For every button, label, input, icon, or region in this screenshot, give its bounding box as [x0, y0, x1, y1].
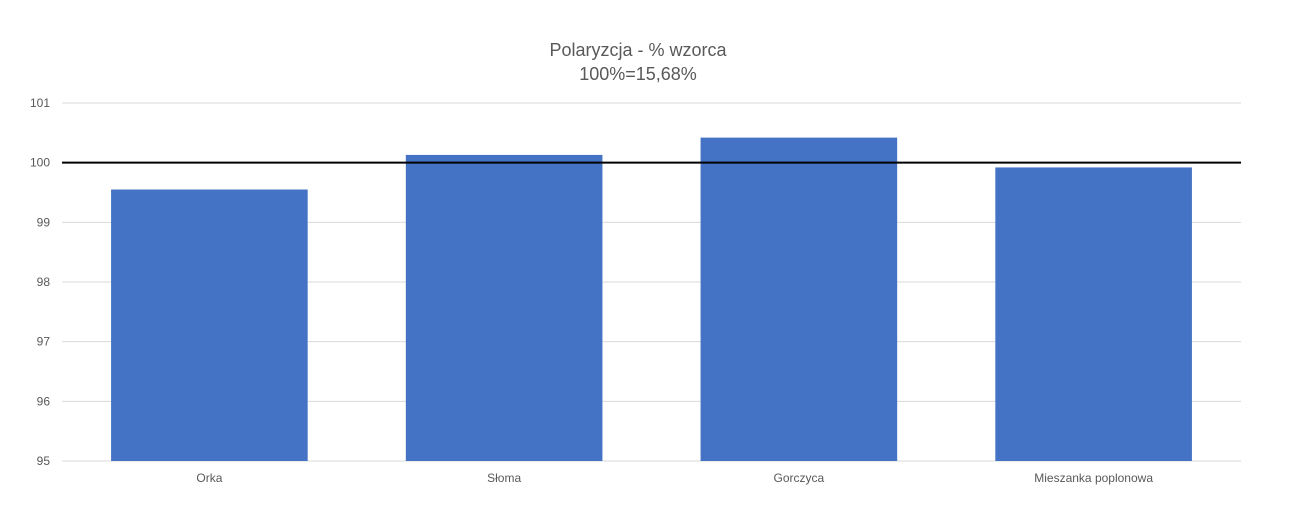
- y-tick-label: 97: [37, 335, 51, 349]
- bar: [405, 154, 603, 461]
- bar: [111, 189, 308, 461]
- chart-subtitle: 100%=15,68%: [579, 64, 697, 84]
- y-tick-label: 96: [37, 394, 51, 408]
- y-tick-label: 100: [30, 156, 50, 170]
- y-axis-ticks: 95 96 97 98 99 100 101: [30, 96, 50, 468]
- y-tick-label: 99: [37, 215, 51, 229]
- y-tick-label: 95: [37, 454, 51, 468]
- x-tick-label: Orka: [196, 471, 222, 485]
- bars: [111, 137, 1192, 461]
- x-tick-label: Gorczyca: [774, 471, 825, 485]
- x-tick-label: Mieszanka poplonowa: [1034, 471, 1153, 485]
- x-axis-ticks: Orka Słoma Gorczyca Mieszanka poplonowa: [196, 471, 1153, 485]
- chart-title: Polaryzcja - % wzorca: [549, 40, 727, 60]
- bar: [700, 137, 898, 461]
- y-tick-label: 101: [30, 96, 50, 110]
- bar: [995, 167, 1192, 461]
- y-tick-label: 98: [37, 275, 51, 289]
- x-tick-label: Słoma: [487, 471, 521, 485]
